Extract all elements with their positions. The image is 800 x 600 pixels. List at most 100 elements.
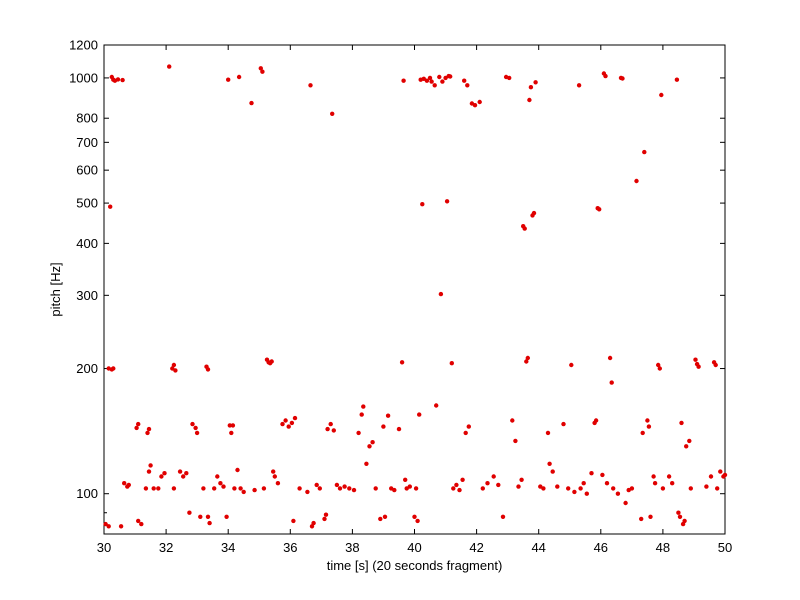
data-point: [415, 518, 420, 524]
data-point: [207, 520, 212, 526]
data-point: [403, 477, 408, 482]
data-point: [328, 421, 333, 427]
y-tick-label: 300: [76, 288, 98, 303]
data-point: [440, 79, 445, 84]
data-point: [651, 474, 656, 479]
data-point: [401, 78, 406, 83]
data-point: [215, 474, 220, 479]
data-point: [331, 428, 336, 433]
data-point: [297, 486, 302, 491]
data-point: [198, 514, 203, 519]
data-point: [413, 486, 419, 491]
x-tick-label: 40: [407, 540, 421, 555]
data-point: [491, 474, 496, 479]
data-point: [382, 514, 388, 519]
data-point: [351, 487, 357, 493]
data-point: [659, 92, 664, 98]
data-point: [103, 521, 108, 527]
data-point: [136, 421, 141, 427]
y-tick-label: 100: [76, 486, 98, 501]
data-point: [205, 514, 211, 519]
data-point: [510, 418, 515, 423]
data-point: [679, 420, 684, 426]
y-tick-label: 600: [76, 163, 98, 178]
y-tick-label: 700: [76, 135, 98, 150]
data-point: [603, 73, 608, 79]
data-point: [171, 486, 177, 491]
data-point: [604, 481, 610, 486]
data-point: [283, 418, 288, 423]
data-point: [684, 444, 689, 449]
data-point: [496, 482, 501, 488]
data-point: [718, 469, 723, 474]
data-point: [159, 474, 164, 479]
data-point: [184, 471, 189, 476]
data-point: [181, 474, 186, 479]
y-tick-label: 1200: [69, 38, 98, 53]
data-point: [229, 430, 234, 436]
data-point: [275, 481, 281, 486]
data-point: [547, 461, 552, 466]
data-point: [682, 518, 687, 524]
x-tick-label: 36: [283, 540, 297, 555]
plot-frame: [103, 44, 726, 535]
x-tick-label: 44: [531, 540, 545, 555]
data-point: [688, 486, 693, 491]
x-tick-label: 50: [718, 540, 732, 555]
data-point: [381, 424, 386, 429]
data-point: [620, 76, 625, 81]
data-point: [634, 178, 639, 184]
data-point: [232, 486, 237, 491]
data-point: [578, 486, 583, 491]
data-point: [600, 472, 605, 478]
data-point: [260, 69, 265, 74]
plot-area: [103, 44, 726, 535]
data-point: [454, 482, 459, 488]
data-point: [399, 360, 405, 365]
data-point: [485, 481, 490, 486]
data-point: [429, 79, 434, 84]
data-point: [396, 426, 402, 432]
data-point: [566, 486, 571, 491]
data-point: [162, 471, 167, 476]
data-point: [615, 491, 621, 496]
data-point: [545, 430, 551, 436]
data-point: [385, 413, 391, 418]
data-point: [235, 467, 240, 473]
data-point: [356, 430, 361, 436]
data-point: [122, 481, 127, 486]
data-point: [531, 210, 537, 216]
data-point: [607, 355, 613, 361]
data-point: [642, 149, 647, 155]
y-tick-label: 800: [76, 111, 98, 126]
data-point: [134, 425, 139, 431]
data-point: [156, 486, 161, 491]
data-point: [252, 487, 257, 493]
data-point: [708, 474, 714, 479]
data-point: [238, 486, 243, 491]
data-point: [623, 500, 628, 506]
data-point: [224, 514, 229, 519]
data-point: [364, 461, 369, 466]
data-point: [507, 75, 512, 81]
data-point: [292, 415, 298, 421]
data-point: [190, 421, 195, 427]
data-point: [230, 423, 236, 428]
data-point: [519, 477, 524, 482]
data-point: [629, 486, 635, 491]
data-point: [370, 440, 375, 445]
data-point: [323, 512, 329, 517]
data-point: [143, 486, 149, 491]
data-point: [342, 484, 347, 489]
data-point: [438, 291, 444, 297]
data-point: [139, 521, 144, 527]
data-point: [646, 424, 652, 429]
data-point: [645, 418, 650, 423]
y-tick-label: 1000: [69, 70, 98, 85]
data-point: [173, 368, 178, 373]
data-point: [367, 444, 372, 449]
data-point: [516, 484, 521, 489]
data-point: [462, 78, 467, 83]
data-point: [177, 469, 183, 474]
